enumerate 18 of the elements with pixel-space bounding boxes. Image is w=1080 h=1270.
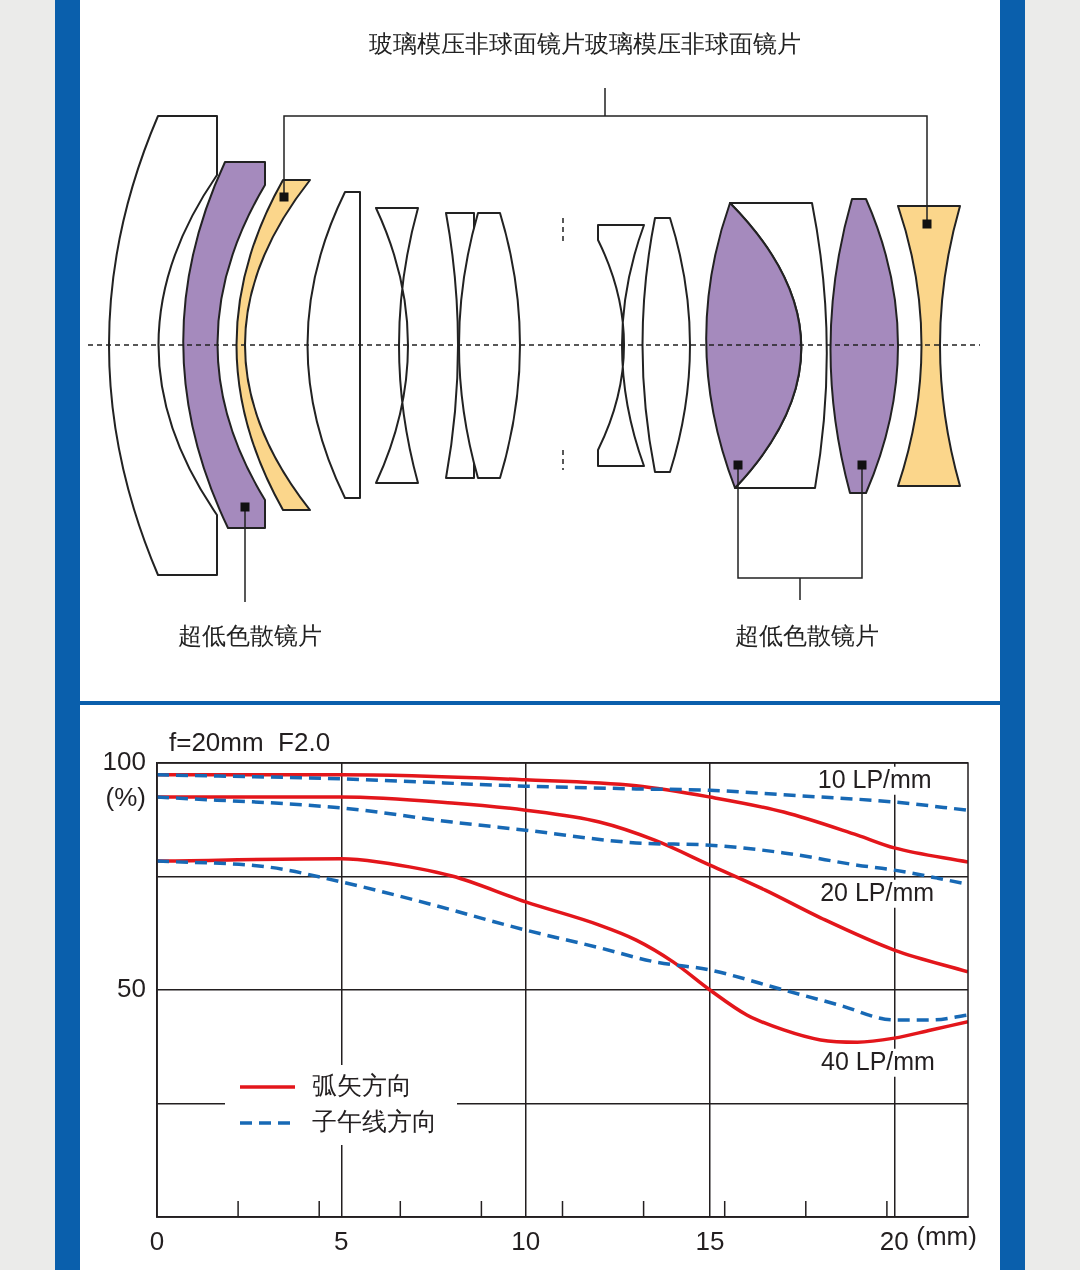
legend-label: 弧矢方向 bbox=[312, 1070, 412, 1099]
x-tick-label: 15 bbox=[695, 1225, 725, 1256]
x-tick-label: 5 bbox=[334, 1225, 349, 1256]
text: 超低色散镜片 bbox=[178, 621, 322, 652]
text: 玻璃模压非球面镜片玻璃模压非球面镜片 bbox=[368, 29, 802, 60]
legend-label: 子午线方向 bbox=[312, 1106, 437, 1135]
y-tick-label: 50 bbox=[117, 973, 146, 1004]
x-axis-title: (mm) bbox=[916, 1221, 977, 1252]
chart-title: f=20mm F2.0 bbox=[169, 727, 331, 758]
y-tick-label: 100 bbox=[102, 746, 146, 777]
y-axis-title: (%) bbox=[105, 782, 146, 813]
x-tick-label: 0 bbox=[149, 1225, 165, 1256]
text: 超低色散镜片 bbox=[735, 621, 879, 652]
annotation: 20 LP/mm bbox=[820, 877, 935, 906]
x-tick-label: 20 bbox=[879, 1225, 909, 1256]
x-tick-label: 10 bbox=[511, 1225, 541, 1256]
annotation: 10 LP/mm bbox=[817, 764, 932, 793]
annotation: 40 LP/mm bbox=[821, 1046, 935, 1075]
